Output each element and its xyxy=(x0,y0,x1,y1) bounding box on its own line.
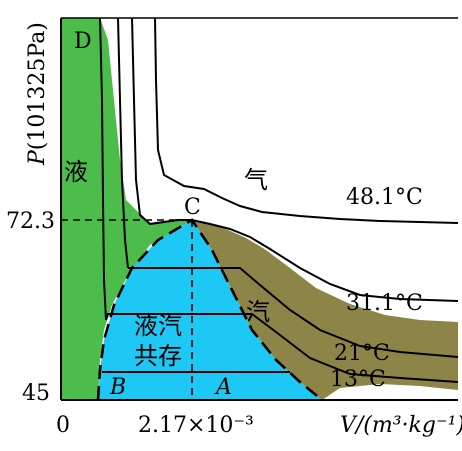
x-axis-label-unit: /(m³·kg⁻¹) xyxy=(354,413,462,438)
y-axis-label-unit: (101325Pa) xyxy=(25,22,50,150)
x-axis-label-symbol: V xyxy=(340,413,358,438)
coexist-label-line2: 共存 xyxy=(134,342,182,370)
isotherm-48-1 xyxy=(154,17,459,224)
point-d-label: D xyxy=(74,29,92,54)
isotherm-31-1-label: 31.1°C xyxy=(346,291,423,316)
gas-region-label: 气 xyxy=(244,166,268,194)
isotherm-21-label: 21°C xyxy=(334,341,390,366)
isotherm-21-liquid-branch xyxy=(117,17,129,269)
y-axis-label-symbol: P xyxy=(25,149,50,166)
y-tick-45: 45 xyxy=(22,381,50,406)
y-tick-72-3: 72.3 xyxy=(6,209,55,234)
isotherm-31-1 xyxy=(139,214,459,302)
x-tick-2-17e-3: 2.17×10⁻³ xyxy=(138,413,254,438)
point-a-label: A xyxy=(214,375,232,400)
isotherm-13 xyxy=(105,313,459,383)
y-axis-label: P(101325Pa) xyxy=(25,22,50,166)
isotherm-48-1-label: 48.1°C xyxy=(346,185,423,210)
vapor-region-label: 汽 xyxy=(246,298,270,326)
x-axis-label: V/(m³·kg⁻¹) xyxy=(340,413,462,438)
isotherm-13-liquid-branch xyxy=(99,17,107,321)
x-tick-0: 0 xyxy=(56,413,70,438)
coexist-region xyxy=(98,220,322,400)
isotherm-21 xyxy=(128,267,459,358)
point-b-label: B xyxy=(109,375,126,400)
isotherm-13-label: 13°C xyxy=(330,367,386,392)
liquid-region xyxy=(61,18,192,400)
critical-point-label: C xyxy=(184,195,201,220)
vapor-region xyxy=(192,220,458,400)
liquid-region-label: 液 xyxy=(64,158,88,186)
coexist-label-line1: 液汽 xyxy=(134,312,182,340)
